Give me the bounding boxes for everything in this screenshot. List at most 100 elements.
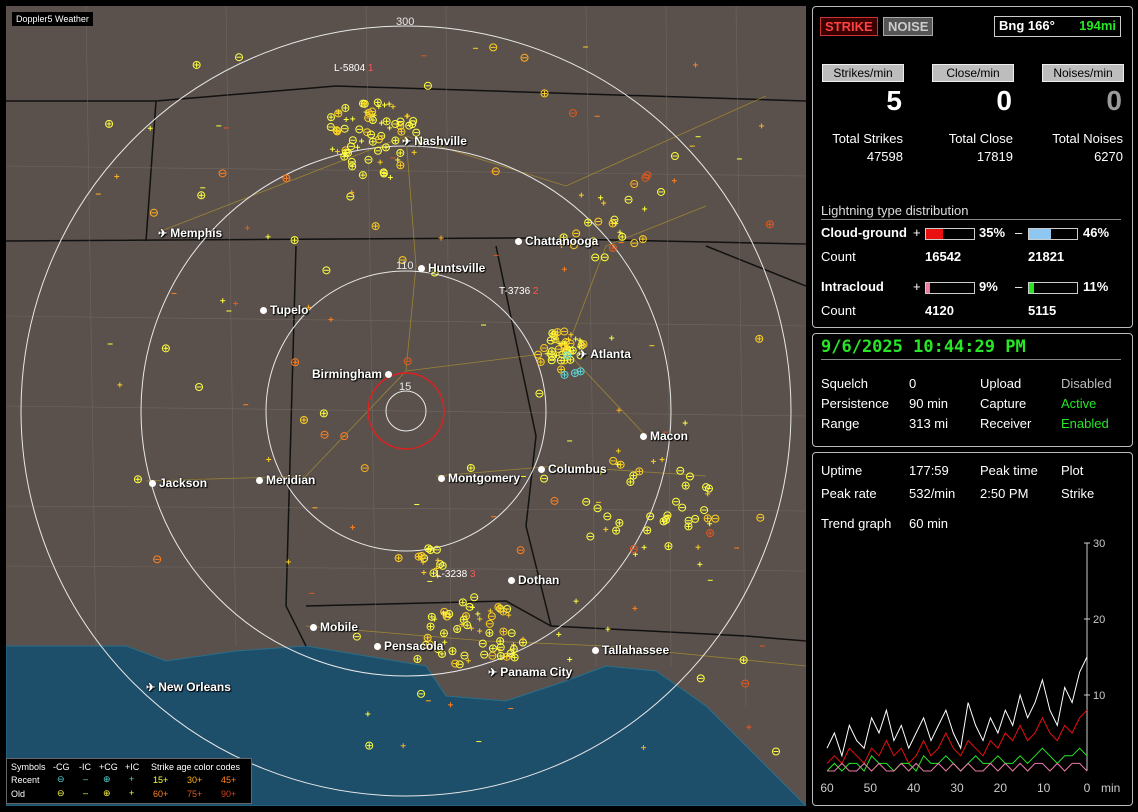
legend-symbols-label: Symbols [11, 762, 46, 772]
strike-symbol [556, 356, 565, 365]
bearing-distance: 194mi [1079, 18, 1116, 33]
trend-graph: 30 20 10 60 50 40 30 20 10 0 min [820, 538, 1120, 795]
strike-symbol [561, 266, 567, 272]
strike-symbol [478, 639, 487, 648]
strike-symbol [133, 475, 142, 484]
city-name: Memphis [170, 226, 223, 240]
city-chattanooga: Chattanooga [515, 234, 598, 248]
strike-symbol [572, 229, 581, 238]
strike-symbol [465, 602, 474, 611]
trend-graph-value[interactable]: 60 min [909, 516, 949, 531]
strike-symbol [662, 515, 671, 524]
strike-symbol [149, 208, 158, 217]
recent-pos-cg-icon: ⊕ [103, 774, 111, 784]
age-30: 30+ [187, 775, 203, 785]
strike-symbol [556, 340, 562, 346]
strike-symbol [218, 169, 227, 178]
strike-symbol [440, 610, 446, 616]
strike-symbol [550, 496, 559, 505]
strike-symbol [409, 116, 418, 125]
strike-symbol [695, 544, 701, 550]
strike-symbol [663, 511, 672, 520]
city-panama-city: ✈ Panama City [488, 665, 572, 679]
strikes-per-min-label[interactable]: Strikes/min [822, 64, 904, 82]
trend-series-line [826, 709, 1088, 765]
legend-recent-label: Recent [11, 775, 40, 785]
strike-symbol [613, 221, 619, 227]
city-tupelo: Tupelo [260, 303, 308, 317]
close-per-min-label[interactable]: Close/min [932, 64, 1014, 82]
cg-neg-bar [1028, 228, 1078, 240]
strike-symbol [650, 458, 656, 464]
total-close-value: 17819 [976, 149, 1013, 164]
strike-symbol [161, 344, 170, 353]
peak-rate-value: 532/min [909, 486, 956, 501]
strike-symbol [601, 200, 607, 206]
strike-symbol [544, 351, 550, 357]
strike-symbol [448, 702, 454, 708]
legend-col-neg-cg: -CG [53, 762, 70, 772]
upload-value[interactable]: Disabled [1061, 376, 1112, 391]
strike-symbol [364, 155, 373, 164]
city-macon: Macon [640, 429, 688, 443]
city-dot-icon [374, 643, 381, 651]
city-name: Meridian [266, 473, 316, 487]
persistence-value[interactable]: 90 min [909, 396, 949, 411]
strike-symbol [442, 639, 448, 645]
strike-symbol [348, 162, 357, 171]
strike-mode-button[interactable]: STRIKE [820, 17, 878, 36]
storm-tag-1[interactable]: L-5804 1 [334, 63, 374, 74]
strike-symbol [285, 559, 291, 565]
legend-col-neg-ic: -IC [79, 762, 91, 772]
age-90: 90+ [221, 789, 237, 799]
strike-symbol [664, 542, 673, 551]
capture-value[interactable]: Active [1061, 396, 1097, 411]
total-noises-value: 6270 [1094, 149, 1123, 164]
city-dot-icon [515, 238, 522, 246]
strike-symbol [455, 660, 464, 669]
strike-symbol [488, 644, 497, 653]
storm-tag-3[interactable]: L-3238 3 [436, 569, 476, 580]
city-columbus: Columbus [538, 462, 607, 476]
strike-symbol [488, 651, 497, 660]
storm-tag-2[interactable]: T-3736 2 [499, 286, 539, 297]
persistence-label: Persistence [821, 396, 889, 411]
map-canvas[interactable] [6, 6, 806, 806]
stats-panel: Uptime 177:59 Peak time Plot Peak rate 5… [812, 452, 1133, 806]
strike-symbol [707, 521, 713, 527]
strike-symbol [584, 218, 593, 227]
city-pensacola: Pensacola [374, 639, 443, 653]
noise-mode-button[interactable]: NOISE [883, 17, 934, 36]
strike-symbol [445, 610, 454, 619]
plot-value[interactable]: Strike [1061, 486, 1095, 501]
strike-symbol [376, 104, 382, 110]
lightning-map[interactable]: Doppler5 Weather 300 110 15 L-5804 1 T-3… [6, 6, 806, 806]
legend-col-pos-ic: +IC [125, 762, 140, 772]
strike-symbol [367, 130, 376, 139]
strike-symbol [706, 529, 715, 538]
plot-label: Plot [1061, 463, 1084, 478]
peak-time-value: 2:50 PM [980, 486, 1029, 501]
cloud-ground-label: Cloud-ground [821, 225, 907, 240]
strike-symbol [659, 457, 665, 463]
city-name: Macon [650, 429, 689, 443]
strike-symbol [703, 514, 712, 523]
strike-symbol [400, 743, 406, 749]
trend-series-line [826, 656, 1088, 758]
cg-neg-pct: 46% [1083, 225, 1110, 240]
strike-symbol [411, 149, 417, 155]
strike-symbol [591, 253, 600, 262]
strike-symbol [615, 518, 624, 527]
receiver-value[interactable]: Enabled [1061, 416, 1109, 431]
range-value[interactable]: 313 mi [909, 416, 949, 431]
strike-symbol [349, 189, 355, 195]
strike-symbol [350, 524, 356, 530]
city-dot-icon [640, 433, 647, 441]
old-neg-ic-icon: – [83, 788, 89, 798]
strike-symbol [553, 328, 562, 337]
strike-symbol [711, 514, 720, 523]
strike-symbol [412, 128, 421, 137]
squelch-value[interactable]: 0 [909, 376, 917, 391]
noises-per-min-label[interactable]: Noises/min [1042, 64, 1124, 82]
strike-symbol [684, 522, 693, 531]
